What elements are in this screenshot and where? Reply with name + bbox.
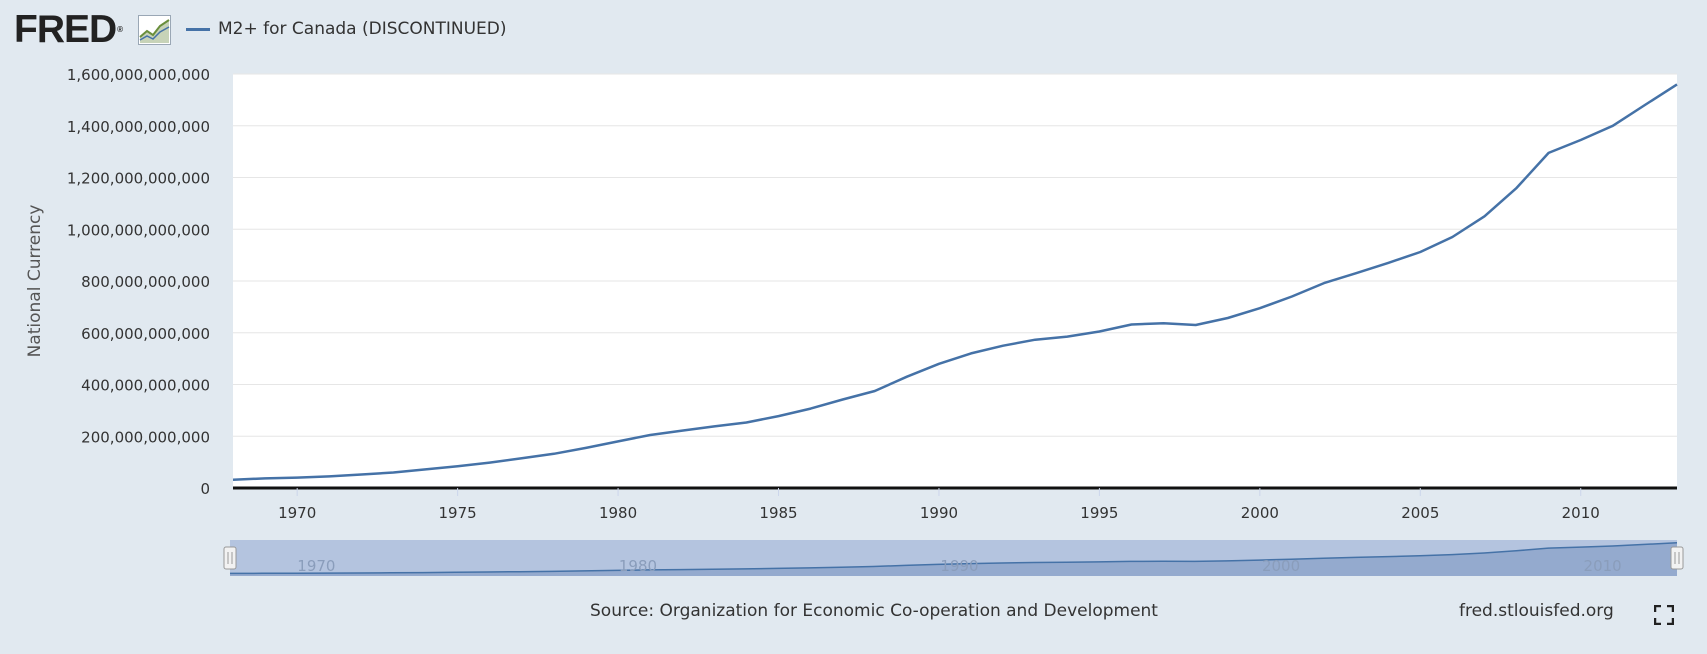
handle-body <box>1670 546 1684 570</box>
navigator-label: 2010 <box>1584 557 1622 575</box>
source-note: Source: Organization for Economic Co-ope… <box>590 601 1158 621</box>
x-tick-label: 2005 <box>1401 504 1439 522</box>
y-tick-label: 600,000,000,000 <box>81 325 210 343</box>
handle-body <box>223 546 237 570</box>
y-tick-label: 1,000,000,000,000 <box>67 221 210 239</box>
x-tick-label: 1975 <box>439 504 477 522</box>
y-tick-label: 400,000,000,000 <box>81 377 210 395</box>
series-line <box>232 83 1678 481</box>
navigator-label: 1980 <box>619 557 657 575</box>
navigator-label: 1990 <box>940 557 978 575</box>
x-tick-label: 1970 <box>278 504 316 522</box>
navigator-label: 1970 <box>297 557 335 575</box>
logo-text: FRED <box>14 8 117 51</box>
y-tick-label: 1,200,000,000,000 <box>67 170 210 188</box>
x-tick-label: 1985 <box>759 504 797 522</box>
navigator: 1970 1980 1990 2000 2010 <box>223 540 1684 576</box>
y-axis-title: National Currency <box>25 205 45 358</box>
navigator-area <box>230 542 1677 576</box>
y-tick-label: 1,400,000,000,000 <box>67 118 210 136</box>
navigator-label: 2000 <box>1262 557 1300 575</box>
fred-site-link[interactable]: fred.stlouisfed.org <box>1459 601 1614 621</box>
line-chart-icon <box>138 15 171 45</box>
y-tick-label: 0 <box>200 480 210 498</box>
logo-registered-mark: ® <box>117 25 123 34</box>
fred-logo[interactable]: FRED® <box>14 8 123 51</box>
navigator-handle-right[interactable] <box>1670 546 1684 570</box>
y-tick-label: 200,000,000,000 <box>81 428 210 446</box>
y-tick-label: 1,600,000,000,000 <box>67 66 210 84</box>
navigator-handle-left[interactable] <box>223 546 237 570</box>
fullscreen-icon[interactable] <box>1654 605 1674 625</box>
navigator-series-line <box>229 542 1678 575</box>
x-tick-label: 2000 <box>1241 504 1279 522</box>
x-tick-label: 2010 <box>1562 504 1600 522</box>
y-tick-label: 800,000,000,000 <box>81 273 210 291</box>
x-tick-label: 1980 <box>599 504 637 522</box>
chart-legend[interactable]: M2+ for Canada (DISCONTINUED) <box>186 17 507 41</box>
legend-swatch <box>186 27 210 31</box>
legend-series-label: M2+ for Canada (DISCONTINUED) <box>218 19 507 39</box>
x-tick-label: 1995 <box>1080 504 1118 522</box>
x-tick-label: 1990 <box>920 504 958 522</box>
